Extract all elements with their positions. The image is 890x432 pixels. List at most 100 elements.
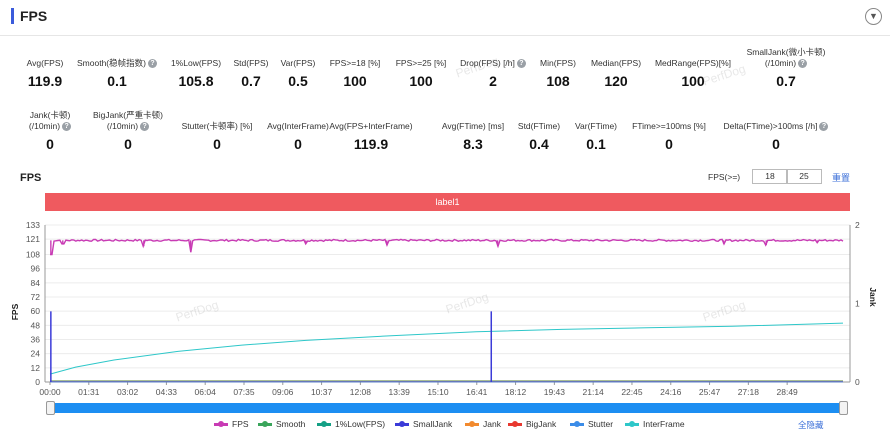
x-tick-label: 15:10 xyxy=(427,387,449,397)
x-tick-label: 01:31 xyxy=(78,387,100,397)
label-bar[interactable]: label1 xyxy=(45,193,850,211)
y-tick-label: 108 xyxy=(26,250,40,260)
metric-label: FPS>=18 [%] xyxy=(329,58,381,68)
metric-value: 119.9 xyxy=(353,136,389,152)
series-interframe-line xyxy=(49,322,844,375)
series-fps-line xyxy=(50,238,844,256)
row1-metric-9: Median(FPS) 120 xyxy=(556,58,676,89)
row1-metric-4: Var(FPS) 0.5 xyxy=(238,58,358,89)
metric-value: 0 xyxy=(46,136,54,152)
x-tick-label: 03:02 xyxy=(117,387,139,397)
legend-item-jank[interactable]: Jank xyxy=(465,419,501,429)
threshold-input-2[interactable]: 25 xyxy=(786,169,822,184)
metric-label-line2: (/10min)? xyxy=(0,121,110,132)
legend-item-smalljank[interactable]: SmallJank xyxy=(395,419,452,429)
x-tick-label: 04:33 xyxy=(156,387,178,397)
slider-handle-right[interactable] xyxy=(839,401,848,415)
metric-label: Avg(FPS+InterFrame) xyxy=(329,121,413,131)
metric-value: 0.1 xyxy=(586,136,606,152)
metric-label-line2: (/10min)? xyxy=(68,121,188,132)
y-tick-label: 84 xyxy=(31,278,41,288)
threshold-input-1[interactable]: 18 xyxy=(752,169,788,184)
help-icon[interactable]: ? xyxy=(62,122,72,132)
row2-metric-4: Avg(FPS+InterFrame) 119.9 xyxy=(311,121,431,152)
metric-value: 0 xyxy=(772,136,780,152)
x-tick-label: 10:37 xyxy=(311,387,333,397)
x-tick-label: 28:49 xyxy=(777,387,799,397)
row1-metric-7: Drop(FPS) [/h]? 2 xyxy=(433,58,553,89)
legend-item-fps[interactable]: FPS xyxy=(214,419,249,429)
y-tick-label: 12 xyxy=(31,363,41,373)
row2-metric-2: Stutter(卡顿率) [%] 0 xyxy=(157,121,277,152)
x-tick-label: 12:08 xyxy=(350,387,372,397)
x-tick-label: 18:12 xyxy=(505,387,527,397)
x-tick-label: 00:00 xyxy=(39,387,61,397)
metric-value: 0.1 xyxy=(107,73,127,89)
metric-label-line2: (/10min)? xyxy=(726,58,846,69)
legend-item-1-low-fps-[interactable]: 1%Low(FPS) xyxy=(317,419,385,429)
legend-label: Smooth xyxy=(276,419,306,429)
help-icon[interactable]: ? xyxy=(516,59,526,69)
x-tick-label: 16:41 xyxy=(466,387,488,397)
metric-label: Var(FTime) xyxy=(574,121,618,131)
metric-label: Median(FPS) xyxy=(590,58,642,68)
chevron-down-icon[interactable]: ▼ xyxy=(865,8,882,25)
legend-label: InterFrame xyxy=(643,419,685,429)
y2-axis-label: Jank xyxy=(868,287,878,307)
slider-handle-left[interactable] xyxy=(46,401,55,415)
legend-item-interframe[interactable]: InterFrame xyxy=(625,419,685,429)
x-tick-label: 21:14 xyxy=(583,387,605,397)
header-accent-bar xyxy=(11,8,14,24)
legend-label: FPS xyxy=(232,419,249,429)
metric-label: 1%Low(FPS) xyxy=(170,58,222,68)
hide-all-button[interactable]: 全隐藏 xyxy=(798,420,824,430)
x-tick-label: 22:45 xyxy=(621,387,643,397)
y-tick-label: 60 xyxy=(31,306,41,316)
legend-item-stutter[interactable]: Stutter xyxy=(570,419,613,429)
row2-metric-3: Avg(InterFrame) 0 xyxy=(238,121,358,152)
x-tick-label: 25:47 xyxy=(699,387,721,397)
legend-label: BigJank xyxy=(526,419,557,429)
metric-label: Avg(InterFrame) xyxy=(267,121,329,131)
metric-label: Smooth(稳帧指数)? xyxy=(57,58,177,69)
metric-label: FTime>=100ms [%] xyxy=(632,121,706,131)
legend-swatch xyxy=(214,421,228,428)
time-range-slider[interactable] xyxy=(46,401,848,415)
y-tick-label: 121 xyxy=(26,234,40,244)
chart-legend: FPS Smooth 1%Low(FPS) SmallJank Jank BigJank S… xyxy=(0,419,890,431)
help-icon[interactable]: ? xyxy=(147,59,157,69)
threshold-label: FPS(>=) xyxy=(708,172,741,182)
metric-label: Avg(FTime) [ms] xyxy=(441,121,505,131)
metric-label: BigJank(严重卡顿) xyxy=(93,110,163,120)
help-icon[interactable]: ? xyxy=(140,122,150,132)
metric-value: 2 xyxy=(489,73,497,89)
metric-value: 0.5 xyxy=(288,73,308,89)
row1-metric-1: Smooth(稳帧指数)? 0.1 xyxy=(57,58,177,89)
help-icon[interactable]: ? xyxy=(819,122,829,132)
legend-label: Stutter xyxy=(588,419,614,429)
row2-metric-1: BigJank(严重卡顿) (/10min)? 0 xyxy=(68,110,188,152)
reset-button[interactable]: 重置 xyxy=(832,173,851,183)
metric-value: 120 xyxy=(604,73,628,89)
legend-swatch xyxy=(317,421,331,428)
metric-value: 8.3 xyxy=(463,136,483,152)
metric-value: 0.4 xyxy=(529,136,549,152)
legend-item-smooth[interactable]: Smooth xyxy=(258,419,305,429)
metric-value: 0.7 xyxy=(241,73,261,89)
row1-metric-3: Std(FPS) 0.7 xyxy=(191,58,311,89)
chart-title: FPS xyxy=(20,172,42,184)
legend-swatch xyxy=(570,421,584,428)
y-axis-label: FPS xyxy=(10,303,20,320)
legend-label: 1%Low(FPS) xyxy=(335,419,386,429)
help-icon[interactable]: ? xyxy=(798,59,808,69)
metric-label: Std(FPS) xyxy=(233,58,269,68)
metric-value: 0 xyxy=(665,136,673,152)
fps-chart[interactable]: 01224364860728496108121133012FPSJank00:0… xyxy=(0,0,890,400)
legend-swatch xyxy=(625,421,639,428)
metric-label: Delta(FTime)>100ms [/h]? xyxy=(716,121,836,132)
metric-value: 100 xyxy=(343,73,367,89)
legend-swatch xyxy=(465,421,479,428)
legend-item-bigjank[interactable]: BigJank xyxy=(508,419,556,429)
metric-label: Drop(FPS) [/h]? xyxy=(433,58,553,69)
metric-value: 119.9 xyxy=(27,73,63,89)
